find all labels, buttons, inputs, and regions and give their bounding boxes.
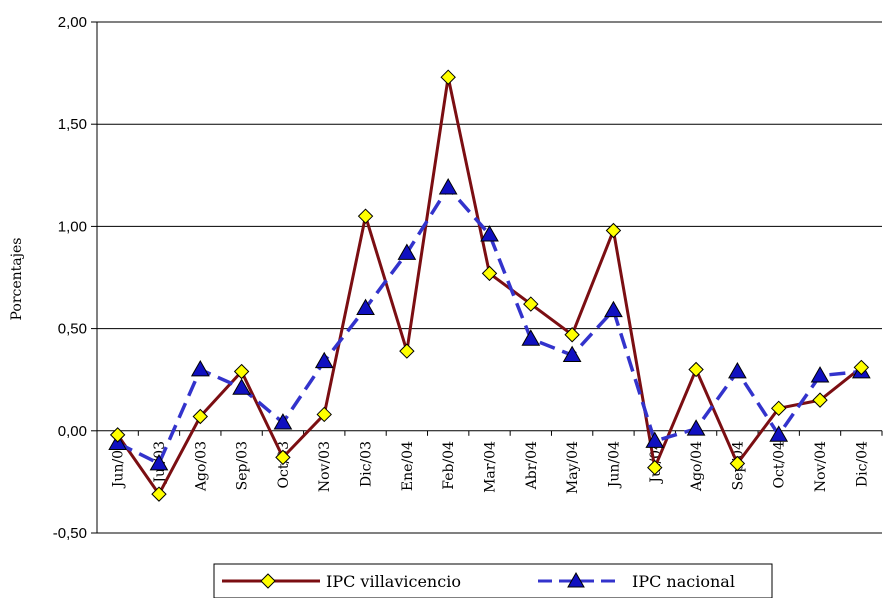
nacional-data-point [728, 362, 747, 379]
x-tick-label: Ago/03 [193, 441, 209, 492]
villavicencio-data-point [440, 69, 456, 85]
villavicencio-data-point [853, 359, 870, 376]
x-tick-label: Ene/04 [400, 441, 416, 491]
nacional-data-point [190, 359, 210, 377]
nacional-data-point [769, 425, 789, 442]
legend-triangle-marker [567, 571, 585, 588]
nacional-data-point [232, 378, 251, 395]
villavicencio-data-point [605, 222, 622, 239]
villavicencio-data-point [523, 296, 539, 312]
villavicencio-data-point [192, 408, 208, 425]
y-tick-label: 2,00 [58, 14, 87, 31]
nacional-data-point [521, 329, 541, 346]
y-tick-label: 0,00 [58, 423, 87, 440]
series-line [116, 75, 863, 496]
y-axis-ticks: -0,50 0,00 0,50 1,00 1,50 2,00 [53, 14, 97, 542]
legend-label: IPC villavicencio [326, 572, 461, 591]
y-tick-label: -0,50 [53, 525, 87, 542]
villavicencio-data-point [812, 392, 828, 408]
y-tick-label: 0,50 [58, 321, 87, 338]
nacional-data-point [604, 300, 623, 318]
x-tick-label: Jun/04 [606, 441, 622, 489]
y-axis-title: Porcentajes [9, 238, 25, 321]
x-tick-label: Dic/03 [359, 441, 375, 487]
nacional-data-point [149, 453, 169, 471]
villavicencio-data-point [688, 361, 704, 378]
legend-box [213, 563, 773, 598]
x-tick-label: Mar/04 [483, 441, 499, 493]
villavicencio-data-point [357, 208, 374, 224]
x-tick-label: Sep/03 [235, 441, 251, 490]
x-tick-label: Feb/04 [441, 441, 457, 490]
nacional-data-point [314, 351, 334, 369]
x-tick-label: Nov/03 [317, 441, 333, 492]
x-tick-label: Abr/04 [524, 441, 540, 490]
villavicencio-data-point [771, 400, 787, 417]
legend: IPC villavicencio IPC nacional [213, 563, 773, 598]
nacional-data-point [356, 298, 375, 316]
legend-diamond-marker [260, 573, 276, 589]
nacional-data-point [686, 419, 706, 436]
villavicencio-data-point [233, 363, 250, 380]
villavicencio-data-point [647, 459, 663, 476]
plot-area [108, 69, 871, 502]
nacional-data-point [810, 366, 830, 383]
villavicencio-data-point [275, 449, 291, 466]
x-tick-label: Nov/04 [813, 441, 829, 492]
villavicencio-data-point [399, 343, 415, 359]
x-tick-label: May/04 [565, 441, 581, 494]
nacional-data-point [273, 413, 293, 430]
y-tick-label: 1,00 [58, 218, 87, 235]
x-tick-label: Dic/04 [854, 441, 870, 487]
villavicencio-data-point [316, 406, 332, 423]
x-axis-ticks: Jun/03Jul/03Ago/03Sep/03Oct/03Nov/03Dic/… [96, 430, 883, 494]
villavicencio-data-point [564, 327, 580, 343]
villavicencio-data-point [151, 486, 167, 502]
x-tick-label: Ago/04 [689, 441, 705, 492]
x-tick-label: Oct/04 [772, 441, 788, 489]
nacional-data-point [562, 345, 582, 363]
nacional-data-point [397, 243, 417, 260]
y-tick-label: 1,50 [58, 116, 87, 133]
villavicencio-data-point [729, 455, 746, 472]
legend-label: IPC nacional [632, 572, 735, 591]
villavicencio-data-point [109, 427, 126, 443]
nacional-data-point [480, 225, 499, 242]
x-tick-label: Jun/03 [111, 441, 127, 489]
nacional-data-point [438, 178, 458, 195]
nacional-data-point [645, 431, 665, 448]
villavicencio-data-point [481, 265, 498, 282]
